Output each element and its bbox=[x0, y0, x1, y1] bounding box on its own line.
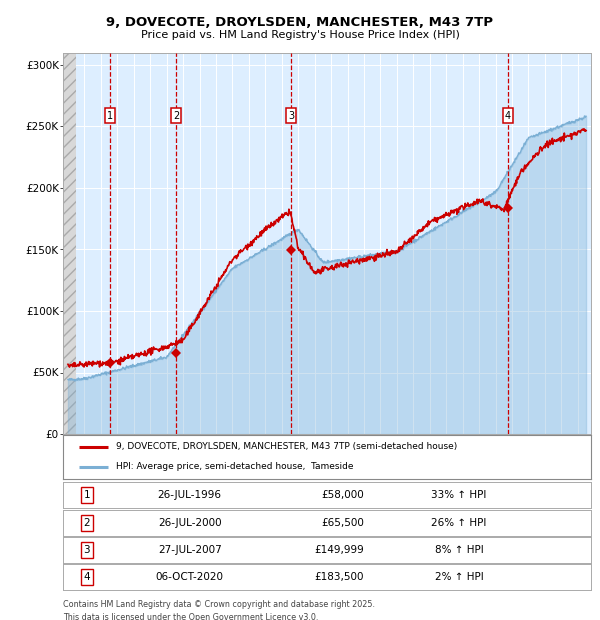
Text: 3: 3 bbox=[83, 545, 90, 555]
Text: 4: 4 bbox=[83, 572, 90, 582]
Text: 8% ↑ HPI: 8% ↑ HPI bbox=[434, 545, 484, 555]
Bar bbox=[63, 53, 76, 434]
Text: 4: 4 bbox=[505, 110, 511, 121]
Text: £65,500: £65,500 bbox=[321, 518, 364, 528]
Text: 2% ↑ HPI: 2% ↑ HPI bbox=[434, 572, 484, 582]
Text: £58,000: £58,000 bbox=[321, 490, 364, 500]
Text: 1: 1 bbox=[107, 110, 113, 121]
Text: 9, DOVECOTE, DROYLSDEN, MANCHESTER, M43 7TP (semi-detached house): 9, DOVECOTE, DROYLSDEN, MANCHESTER, M43 … bbox=[116, 443, 457, 451]
Text: £183,500: £183,500 bbox=[314, 572, 364, 582]
Text: 3: 3 bbox=[288, 110, 294, 121]
Text: 2: 2 bbox=[173, 110, 179, 121]
Text: 26-JUL-1996: 26-JUL-1996 bbox=[158, 490, 222, 500]
Text: 06-OCT-2020: 06-OCT-2020 bbox=[156, 572, 224, 582]
Text: 26-JUL-2000: 26-JUL-2000 bbox=[158, 518, 221, 528]
Text: 9, DOVECOTE, DROYLSDEN, MANCHESTER, M43 7TP: 9, DOVECOTE, DROYLSDEN, MANCHESTER, M43 … bbox=[107, 16, 493, 29]
Text: 26% ↑ HPI: 26% ↑ HPI bbox=[431, 518, 487, 528]
Text: £149,999: £149,999 bbox=[314, 545, 364, 555]
Text: 1: 1 bbox=[83, 490, 90, 500]
Text: 27-JUL-2007: 27-JUL-2007 bbox=[158, 545, 221, 555]
Text: HPI: Average price, semi-detached house,  Tameside: HPI: Average price, semi-detached house,… bbox=[116, 463, 353, 471]
Text: Price paid vs. HM Land Registry's House Price Index (HPI): Price paid vs. HM Land Registry's House … bbox=[140, 30, 460, 40]
Text: 33% ↑ HPI: 33% ↑ HPI bbox=[431, 490, 487, 500]
Text: Contains HM Land Registry data © Crown copyright and database right 2025.
This d: Contains HM Land Registry data © Crown c… bbox=[63, 600, 375, 620]
Text: 2: 2 bbox=[83, 518, 90, 528]
